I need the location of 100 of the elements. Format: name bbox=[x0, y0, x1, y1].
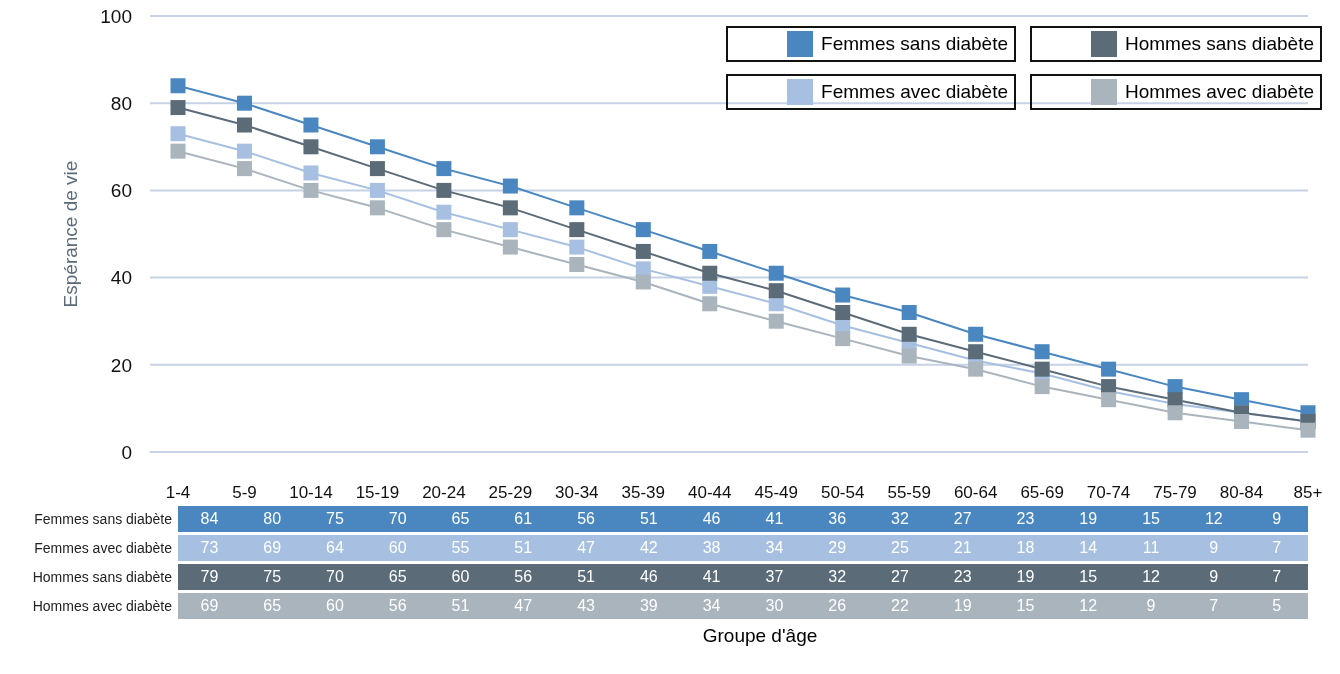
point bbox=[569, 257, 585, 273]
data-label: 43 bbox=[576, 596, 596, 616]
text: Femmes sans diabète bbox=[34, 511, 172, 527]
legend-label: Femmes avec diabète bbox=[821, 81, 1008, 103]
point bbox=[1034, 361, 1050, 377]
x-tick-label: 40-44 bbox=[688, 483, 732, 503]
x-tick-label: 65-69 bbox=[1020, 483, 1064, 503]
legend-label: Hommes avec diabète bbox=[1124, 81, 1314, 103]
text: Femmes avec diabète bbox=[34, 540, 172, 556]
data-label: 25 bbox=[890, 538, 910, 558]
data-label: 5 bbox=[1271, 596, 1283, 616]
data-label: 51 bbox=[450, 596, 471, 616]
point bbox=[502, 178, 518, 194]
data-label: 7 bbox=[1208, 596, 1220, 616]
point bbox=[236, 95, 252, 111]
data-label: 37 bbox=[764, 567, 785, 587]
data-label: 70 bbox=[325, 567, 345, 587]
data-label: 15 bbox=[1078, 567, 1099, 587]
data-label: 65 bbox=[387, 567, 408, 587]
point bbox=[768, 313, 784, 329]
x-tick-label: 25-29 bbox=[488, 483, 533, 503]
point bbox=[768, 265, 784, 281]
data-label: 65 bbox=[262, 596, 283, 616]
data-label: 47 bbox=[576, 538, 596, 558]
data-label: 47 bbox=[513, 596, 534, 616]
point bbox=[1034, 379, 1050, 395]
point bbox=[968, 361, 984, 377]
data-label: 15 bbox=[1141, 509, 1161, 529]
data-label: 36 bbox=[827, 509, 848, 529]
point bbox=[436, 222, 452, 238]
point bbox=[1101, 392, 1117, 408]
point bbox=[303, 139, 319, 155]
point bbox=[635, 243, 651, 259]
data-label: 9 bbox=[1145, 596, 1157, 616]
point bbox=[236, 117, 252, 133]
data-label: 51 bbox=[513, 538, 534, 558]
x-tick-label: 1-4 bbox=[165, 483, 191, 503]
point bbox=[968, 344, 984, 360]
point bbox=[835, 304, 851, 320]
data-label: 64 bbox=[325, 538, 345, 558]
data-label: 34 bbox=[764, 538, 785, 558]
point bbox=[303, 165, 319, 181]
point bbox=[436, 182, 452, 198]
data-label: 46 bbox=[638, 567, 659, 587]
data-label: 7 bbox=[1271, 567, 1283, 587]
data-label: 23 bbox=[1015, 509, 1036, 529]
point bbox=[502, 200, 518, 216]
text: Hommes sans diabète bbox=[32, 569, 172, 585]
data-label: 12 bbox=[1141, 567, 1161, 587]
data-label: 65 bbox=[450, 509, 471, 529]
y-tick-label: 100 bbox=[100, 5, 132, 27]
data-label: 34 bbox=[701, 596, 722, 616]
y-tick-label: 20 bbox=[110, 354, 132, 376]
point bbox=[369, 182, 385, 198]
point bbox=[968, 326, 984, 342]
point bbox=[635, 222, 651, 238]
data-label: 55 bbox=[450, 538, 471, 558]
y-tick-label: 40 bbox=[110, 267, 132, 289]
data-label: 51 bbox=[576, 567, 596, 587]
point bbox=[303, 182, 319, 198]
point bbox=[170, 78, 186, 94]
data-label: 9 bbox=[1271, 509, 1283, 529]
data-label: 80 bbox=[262, 509, 283, 529]
y-tick-label: 0 bbox=[121, 441, 132, 463]
x-tick-label: 70-74 bbox=[1086, 483, 1131, 503]
point bbox=[768, 283, 784, 299]
data-label: 75 bbox=[325, 509, 345, 529]
data-label: 32 bbox=[890, 509, 910, 529]
point bbox=[369, 139, 385, 155]
point bbox=[369, 200, 385, 216]
y-tick-label: 80 bbox=[110, 92, 132, 114]
data-label: 79 bbox=[199, 567, 220, 587]
data-label: 14 bbox=[1078, 538, 1099, 558]
data-label: 70 bbox=[387, 509, 408, 529]
data-label: 27 bbox=[952, 509, 973, 529]
data-label: 51 bbox=[638, 509, 659, 529]
data-label: 19 bbox=[1078, 509, 1099, 529]
point bbox=[569, 222, 585, 238]
x-tick-label: 15-19 bbox=[355, 483, 400, 503]
point bbox=[236, 161, 252, 177]
point bbox=[901, 348, 917, 364]
x-tick-label: 85+ bbox=[1293, 483, 1323, 503]
data-label: 15 bbox=[1015, 596, 1036, 616]
text: Groupe d'âge bbox=[701, 625, 819, 647]
point bbox=[835, 331, 851, 347]
data-label: 60 bbox=[450, 567, 471, 587]
point bbox=[369, 161, 385, 177]
data-label: 61 bbox=[513, 509, 534, 529]
point bbox=[502, 239, 518, 255]
data-label: 26 bbox=[827, 596, 848, 616]
point bbox=[436, 204, 452, 220]
point bbox=[236, 143, 252, 159]
data-label: 39 bbox=[638, 596, 659, 616]
point bbox=[569, 239, 585, 255]
data-label: 84 bbox=[199, 509, 220, 529]
x-tick-label: 75-79 bbox=[1153, 483, 1197, 503]
data-label: 22 bbox=[890, 596, 910, 616]
point bbox=[901, 304, 917, 320]
x-tick-label: 80-84 bbox=[1219, 483, 1264, 503]
x-tick-label: 60-64 bbox=[953, 483, 998, 503]
